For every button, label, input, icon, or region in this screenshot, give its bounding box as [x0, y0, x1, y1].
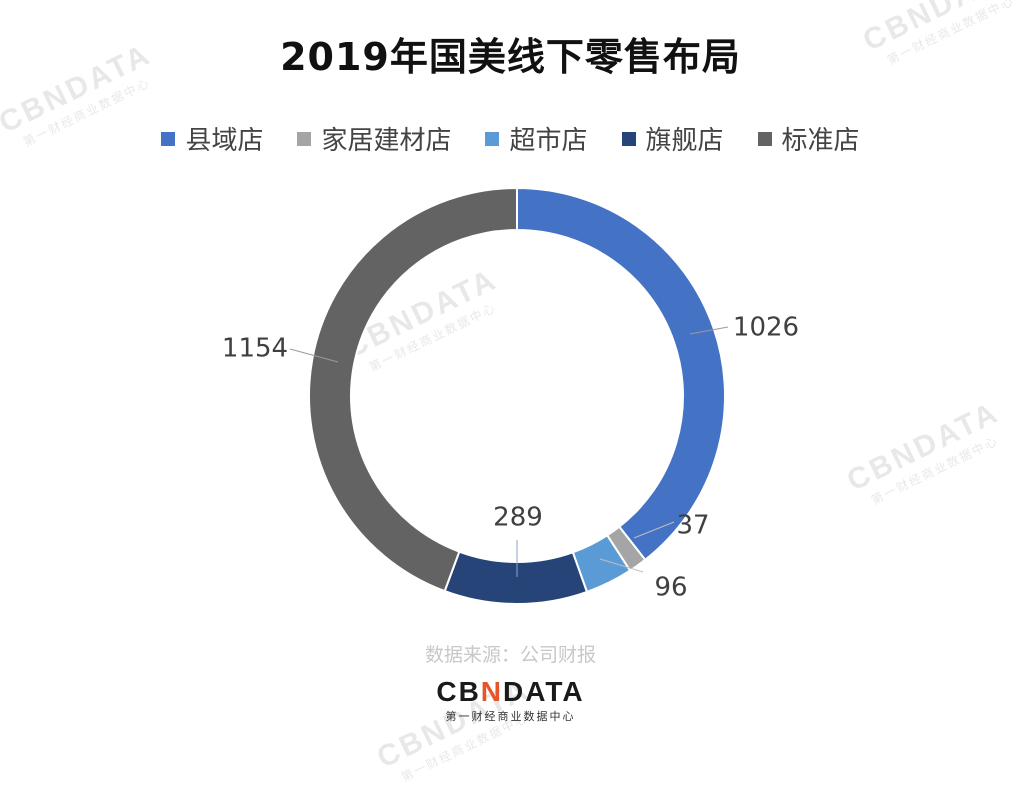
donut-slice	[308, 186, 518, 593]
legend-item: 超市店	[485, 120, 588, 157]
data-label: 37	[676, 511, 709, 541]
legend-label: 超市店	[509, 126, 588, 156]
leader-line	[289, 348, 339, 363]
legend-swatch	[485, 131, 500, 146]
leader-line	[633, 521, 675, 539]
legend-swatch	[757, 131, 772, 146]
data-label: 289	[493, 503, 543, 533]
leader-line	[689, 326, 729, 335]
legend-swatch	[621, 131, 636, 146]
donut-chart: 1026 37 96 289 1154	[222, 186, 799, 605]
leader-line	[599, 558, 644, 573]
brand-tagline: 第一财经商业数据中心	[445, 710, 576, 723]
legend-item: 标准店	[757, 120, 860, 157]
legend-swatch	[161, 131, 176, 146]
chart-legend: 县域店 家居建材店 超市店 旗舰店 标准店	[0, 120, 1021, 157]
data-label: 1026	[733, 313, 799, 343]
brand-suffix: DATA	[503, 676, 585, 707]
brand-logo: CBNDATA 第一财经商业数据中心	[0, 676, 1021, 724]
donut-slice	[443, 550, 589, 605]
brand-mark: N	[480, 676, 504, 707]
legend-label: 家居建材店	[321, 126, 452, 156]
legend-swatch	[297, 131, 312, 146]
donut-slice	[516, 186, 726, 562]
legend-item: 县域店	[161, 120, 263, 157]
chart-title: 2019年国美线下零售布局	[280, 35, 741, 79]
brand-prefix: CB	[436, 676, 481, 707]
data-label: 96	[654, 573, 687, 603]
source-note: 数据来源：公司财报	[424, 644, 596, 666]
legend-item: 旗舰店	[621, 120, 724, 157]
legend-label: 旗舰店	[645, 126, 724, 156]
data-label: 1154	[222, 334, 288, 364]
legend-label: 县域店	[185, 126, 264, 156]
legend-label: 标准店	[781, 126, 860, 156]
legend-item: 家居建材店	[297, 120, 451, 157]
